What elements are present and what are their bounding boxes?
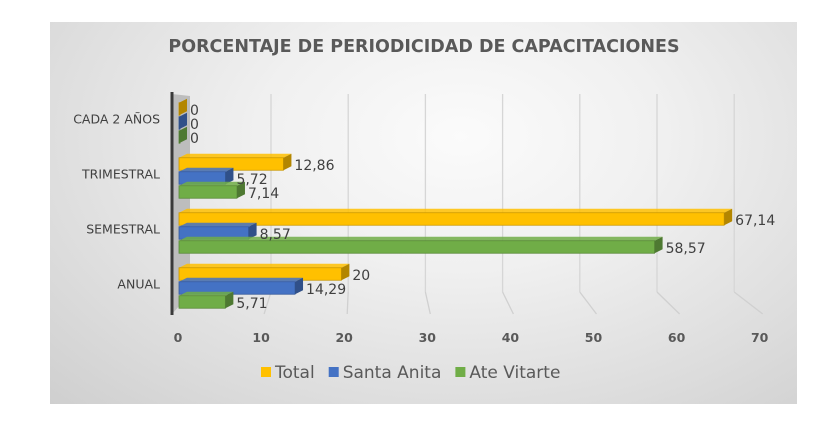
category-labels: ANUAL SEMESTRAL TRIMESTRAL CADA 2 AÑOS xyxy=(73,112,160,292)
x-tick-label: 20 xyxy=(335,330,353,345)
bar-top-face xyxy=(179,263,350,268)
legend-label-santa-anita: Santa Anita xyxy=(343,363,442,383)
bar-end-face xyxy=(236,181,245,199)
x-tick-label: 0 xyxy=(174,330,183,345)
bar-santa-anita-trimestral xyxy=(178,167,234,185)
bar-end-face xyxy=(179,126,187,144)
bar-end-face xyxy=(654,236,663,254)
data-label: 8,57 xyxy=(260,227,291,243)
bar-front-face xyxy=(178,240,655,254)
gridline-floor xyxy=(424,291,431,315)
bar-front-face xyxy=(178,281,296,295)
bar-total-semestral xyxy=(178,208,733,226)
bar-santa-anita-anual xyxy=(178,277,304,295)
data-label: 7,14 xyxy=(248,186,279,202)
x-tick-label: 30 xyxy=(419,330,437,345)
bar-total-cada-2-años xyxy=(178,98,187,116)
legend-swatch-ate-vitarte xyxy=(455,367,466,377)
gridline-floor xyxy=(502,291,514,315)
bar-end-face xyxy=(724,208,733,226)
bar-end-face xyxy=(248,222,257,240)
gridline-floor xyxy=(733,291,764,315)
bars xyxy=(178,98,733,309)
category-label: ANUAL xyxy=(117,277,160,292)
bar-santa-anita-semestral xyxy=(178,222,257,240)
bar-front-face xyxy=(178,295,226,309)
bar-top-face xyxy=(179,236,663,241)
x-tick-label: 10 xyxy=(252,330,270,345)
data-label: 12,86 xyxy=(294,158,334,174)
data-label: 20 xyxy=(352,268,370,284)
side-wall xyxy=(172,94,190,314)
gridline-floor xyxy=(346,291,349,315)
x-tick-label: 40 xyxy=(502,330,520,345)
bar-top-face xyxy=(179,277,304,282)
bar-front-face xyxy=(178,212,725,226)
bar-end-face xyxy=(179,112,187,130)
bar-santa-anita-cada-2-años xyxy=(178,112,187,130)
data-label: 58,57 xyxy=(666,241,706,257)
bar-top-face xyxy=(179,222,257,227)
bar-top-face xyxy=(179,153,292,158)
bar-total-trimestral xyxy=(178,153,292,171)
bar-top-face xyxy=(179,167,234,172)
category-label: CADA 2 AÑOS xyxy=(73,112,160,127)
bar-end-face xyxy=(225,167,234,185)
gridline-floor xyxy=(263,291,272,315)
bar-ate-vitarte-semestral xyxy=(178,236,663,254)
bar-top-face xyxy=(179,208,733,213)
bar-total-anual xyxy=(178,263,350,281)
bar-front-face xyxy=(178,185,238,199)
bar-top-face xyxy=(179,291,234,296)
axis-walls xyxy=(170,92,190,315)
chart-title: PORCENTAJE DE PERIODICIDAD DE CAPACITACI… xyxy=(168,37,679,57)
x-tick-labels: 0 10 20 30 40 50 60 70 xyxy=(174,330,769,345)
legend-label-ate-vitarte: Ate Vitarte xyxy=(469,363,560,383)
legend-label-total: Total xyxy=(274,363,315,383)
bar-ate-vitarte-cada-2-años xyxy=(178,126,187,144)
category-label: SEMESTRAL xyxy=(86,222,160,237)
data-label: 0 xyxy=(190,103,199,119)
category-label: TRIMESTRAL xyxy=(81,167,160,182)
data-label: 67,14 xyxy=(735,213,775,229)
legend: Total Santa Anita Ate Vitarte xyxy=(261,363,560,383)
chart-area: PORCENTAJE DE PERIODICIDAD DE CAPACITACI… xyxy=(50,22,797,404)
gridline-floor xyxy=(656,291,681,315)
legend-swatch-total xyxy=(261,367,271,377)
bar-end-face xyxy=(179,98,187,116)
chart-svg: PORCENTAJE DE PERIODICIDAD DE CAPACITACI… xyxy=(73,37,775,383)
x-tick-label: 50 xyxy=(585,330,603,345)
gridlines xyxy=(263,94,764,315)
data-label: 5,71 xyxy=(236,296,267,312)
gridline-floor xyxy=(579,291,598,315)
bar-ate-vitarte-anual xyxy=(178,291,234,309)
data-labels: 2014,295,7167,148,5758,5712,865,727,1400… xyxy=(190,103,775,312)
data-label: 14,29 xyxy=(306,282,346,298)
bar-end-face xyxy=(341,263,350,281)
data-label: 0 xyxy=(190,117,199,133)
bar-ate-vitarte-trimestral xyxy=(178,181,245,199)
bar-end-face xyxy=(225,291,234,309)
bar-end-face xyxy=(295,277,304,295)
data-label: 5,72 xyxy=(236,172,267,188)
bar-top-face xyxy=(179,181,245,186)
x-tick-label: 60 xyxy=(668,330,686,345)
x-tick-label: 70 xyxy=(751,330,769,345)
data-label: 0 xyxy=(190,131,199,147)
bar-end-face xyxy=(283,153,292,171)
legend-swatch-santa-anita xyxy=(328,367,339,377)
